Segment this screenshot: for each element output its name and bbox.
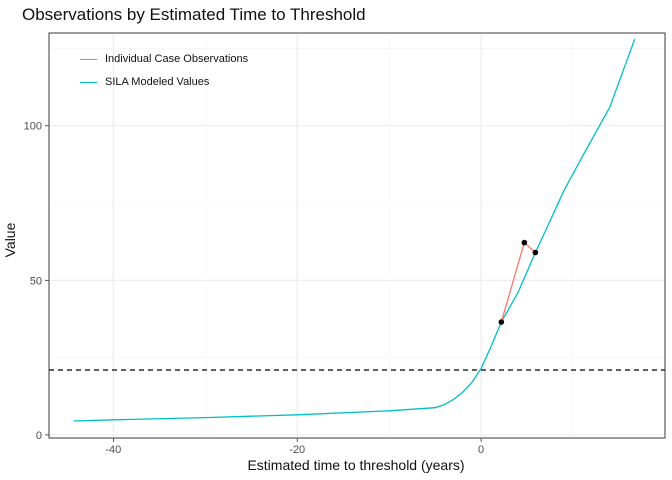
legend-key-observations (80, 59, 97, 60)
chart-title: Observations by Estimated Time to Thresh… (22, 5, 366, 24)
axis-ticks: -40 -20 0 0 50 100 (24, 121, 485, 456)
series-layer (73, 38, 636, 422)
y-tick-label: 100 (24, 121, 42, 133)
x-axis-label: Estimated time to threshold (years) (247, 457, 465, 473)
legend-item-observations: Individual Case Observations (80, 50, 320, 70)
legend-label-sila: SILA Modeled Values (105, 76, 210, 88)
legend-item-sila: SILA Modeled Values (80, 73, 320, 93)
x-tick-label: -40 (105, 444, 121, 456)
legend-label-observations: Individual Case Observations (105, 53, 249, 65)
observation-point (532, 249, 539, 256)
x-tick-label: 0 (478, 444, 484, 456)
sila-modeled-line (73, 38, 636, 422)
observation-point (498, 319, 505, 325)
legend-key-sila (80, 82, 97, 83)
y-tick-label: 0 (36, 430, 42, 442)
x-tick-label: -20 (289, 444, 305, 456)
plot-border (48, 32, 666, 439)
y-tick-label: 50 (30, 275, 42, 287)
observation-point (521, 239, 528, 246)
